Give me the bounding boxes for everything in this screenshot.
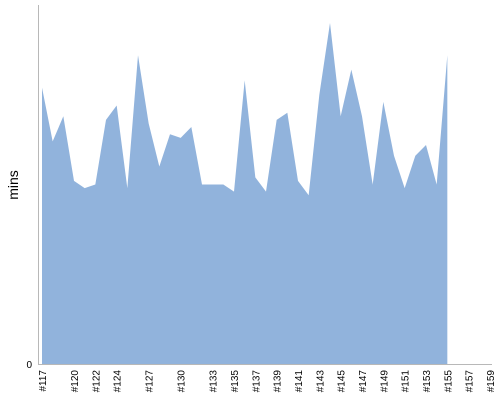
plot-area (42, 22, 448, 364)
x-tick-label: #124 (113, 370, 124, 393)
x-tick-label: #130 (177, 370, 188, 393)
x-tick-label: #153 (422, 370, 433, 393)
x-tick-label: #135 (230, 370, 241, 393)
x-tick-label: #120 (70, 370, 81, 393)
y-tick-label: 0 (26, 360, 32, 371)
area-series (42, 22, 448, 364)
y-axis-title: mins (5, 170, 21, 200)
x-tick-label: #139 (273, 370, 284, 393)
x-tick-label: #149 (379, 370, 390, 393)
x-tick-label: #117 (38, 370, 49, 392)
x-tick-label: #147 (358, 370, 369, 393)
x-tick-label: #155 (443, 370, 454, 393)
x-tick-label: #127 (145, 370, 156, 393)
x-tick-labels: #117 #120 #122 #124 #127 #130 #133 #135 #137 #139… (38, 370, 497, 393)
x-tick-label: #143 (315, 370, 326, 393)
x-tick-label: #151 (401, 370, 412, 393)
x-tick-label: #145 (337, 370, 348, 393)
x-tick-label: #141 (294, 370, 305, 393)
x-tick-label: #157 (465, 370, 476, 393)
x-tick-label: #137 (251, 370, 262, 393)
x-tick-label: #122 (91, 370, 102, 393)
x-tick-label: #159 (486, 370, 497, 393)
x-tick-label: #133 (209, 370, 220, 393)
